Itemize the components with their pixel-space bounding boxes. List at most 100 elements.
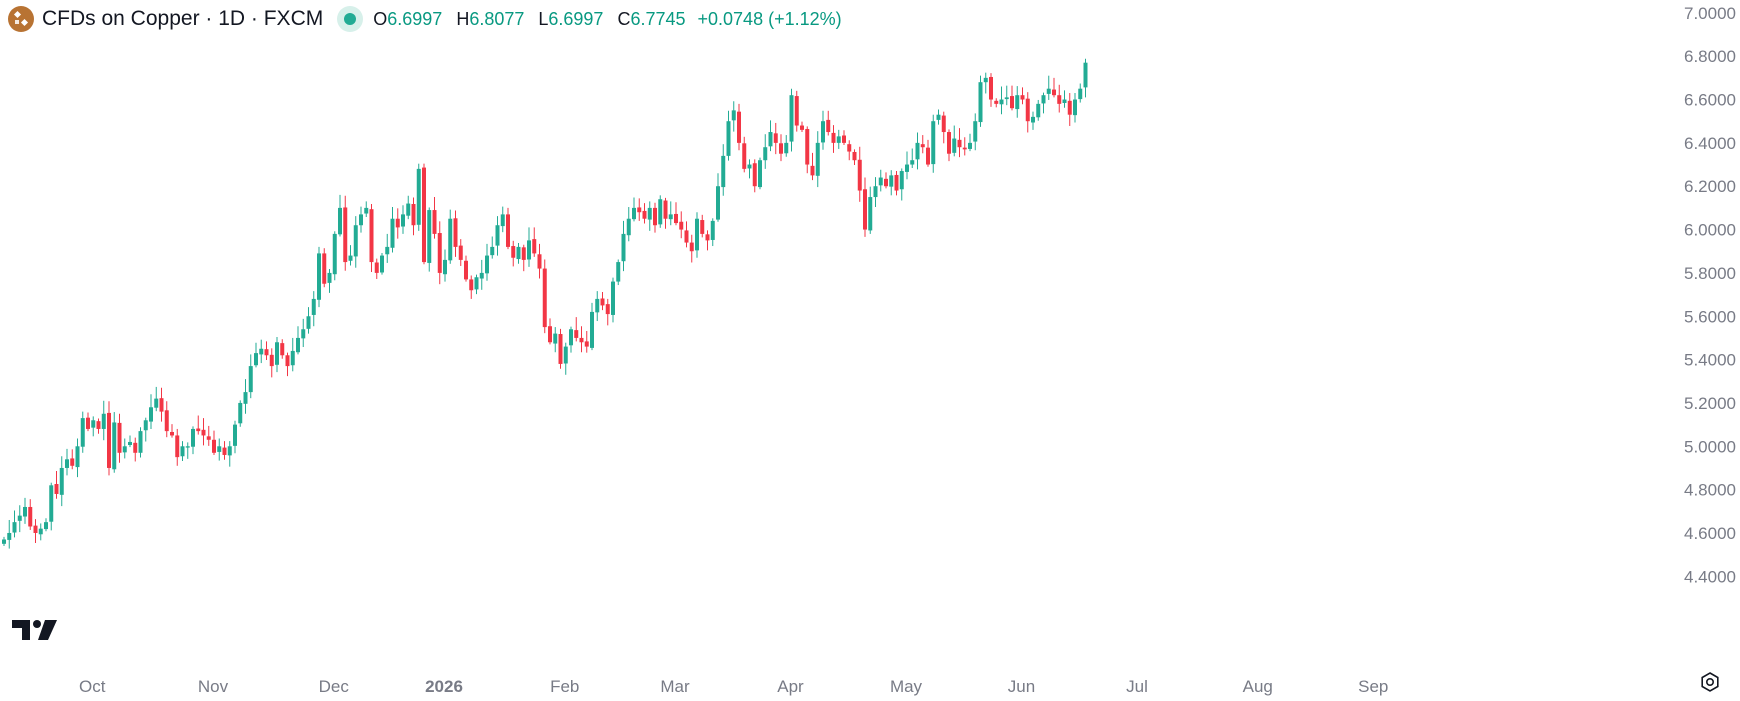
candle xyxy=(595,291,600,322)
price-tick-label: 6.2000 xyxy=(1684,177,1736,196)
candle xyxy=(1041,92,1046,114)
candle-body xyxy=(238,402,243,424)
candle-body xyxy=(443,259,447,275)
candle xyxy=(453,210,458,257)
price-tick-label: 4.4000 xyxy=(1684,567,1736,586)
candle xyxy=(1062,90,1067,108)
candle-body xyxy=(989,76,993,100)
candle-body xyxy=(763,147,768,161)
candle xyxy=(1004,85,1009,106)
candle-body xyxy=(758,160,762,188)
candle xyxy=(275,337,279,373)
candle xyxy=(159,387,164,422)
candle-body xyxy=(65,459,69,468)
candle-body xyxy=(920,144,925,148)
candle-body xyxy=(815,142,820,176)
candle-body xyxy=(180,446,185,457)
candle-body xyxy=(668,214,673,220)
candle-body xyxy=(558,334,563,364)
symbol-title[interactable]: CFDs on Copper · 1D · FXCM xyxy=(42,7,324,30)
candle-body xyxy=(122,446,127,453)
candle xyxy=(674,202,678,226)
candle xyxy=(1057,84,1062,113)
candle xyxy=(448,209,453,264)
candle xyxy=(485,243,489,281)
candle-body xyxy=(605,304,610,315)
candle xyxy=(70,449,75,470)
candle xyxy=(952,125,957,157)
candle xyxy=(185,442,190,459)
candle-body xyxy=(784,142,789,154)
candle xyxy=(474,274,479,295)
candle-body xyxy=(75,446,80,468)
candle xyxy=(605,298,610,326)
candle-body xyxy=(968,142,972,149)
tradingview-logo-icon[interactable] xyxy=(12,620,58,647)
candle-body xyxy=(978,82,983,123)
candle-body xyxy=(962,147,967,150)
time-tick-label: Jul xyxy=(1126,677,1148,696)
candle-body xyxy=(1062,99,1067,103)
market-open-dot-icon[interactable] xyxy=(337,6,364,32)
candle-body xyxy=(149,407,153,422)
candle-body xyxy=(296,337,300,353)
candle-body xyxy=(805,129,810,165)
candle xyxy=(243,379,248,414)
candle-body xyxy=(773,133,778,143)
candle-body xyxy=(878,177,883,186)
price-axis[interactable]: 7.0000 6.8000 6.6000 6.4000 6.2000 6.0000 5.80… xyxy=(1684,4,1736,586)
candle-body xyxy=(128,441,132,445)
candle-body xyxy=(863,189,867,230)
candle xyxy=(752,159,757,193)
candle-body xyxy=(511,246,516,258)
candle xyxy=(374,258,379,279)
candle-body xyxy=(647,207,652,220)
candle xyxy=(763,134,768,169)
candle xyxy=(338,194,342,237)
candle-body xyxy=(191,428,195,447)
candle xyxy=(500,206,505,233)
candle-body xyxy=(952,138,957,153)
close-label: C xyxy=(617,8,631,29)
candle xyxy=(721,144,726,196)
candle-body xyxy=(101,413,106,429)
candle-body xyxy=(731,110,736,121)
candle xyxy=(1046,75,1051,100)
candle xyxy=(322,248,327,288)
candle-body xyxy=(49,485,54,522)
time-axis[interactable]: Oct Nov Dec 2026 Feb Mar Apr May Jun Jul Aug Sep xyxy=(79,677,1388,696)
copper-symbol-icon[interactable] xyxy=(8,6,34,32)
candle xyxy=(548,318,552,345)
chart-settings-icon[interactable] xyxy=(1700,672,1720,697)
price-tick-label: 5.8000 xyxy=(1684,264,1736,283)
candle xyxy=(154,386,159,412)
candle xyxy=(248,354,253,399)
candle-body xyxy=(374,262,379,273)
candle xyxy=(12,510,17,538)
candle-body xyxy=(957,139,962,148)
candle xyxy=(590,302,594,351)
candle-body xyxy=(317,253,321,300)
candle xyxy=(86,412,90,432)
candle xyxy=(710,218,715,247)
candle xyxy=(122,438,127,459)
candle-body xyxy=(663,200,668,219)
candle xyxy=(700,214,705,238)
candle xyxy=(716,173,720,222)
candle xyxy=(464,255,468,282)
candle xyxy=(170,424,174,438)
candle-body xyxy=(338,207,342,235)
candle-body xyxy=(1078,88,1083,100)
candle-body xyxy=(332,233,337,275)
candle xyxy=(401,205,405,234)
candle-body xyxy=(637,207,642,213)
candle-body xyxy=(642,210,647,219)
candle-body xyxy=(364,207,369,214)
candle-body xyxy=(495,225,500,246)
candle-body xyxy=(910,160,915,165)
candle-body xyxy=(285,355,290,367)
candle-body xyxy=(842,135,846,143)
candle xyxy=(516,243,521,264)
open-label: O xyxy=(373,8,388,29)
